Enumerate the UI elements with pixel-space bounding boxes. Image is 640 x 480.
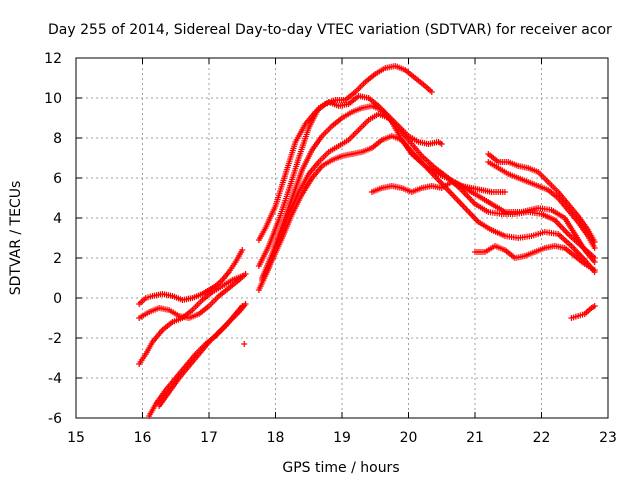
x-tick-label: 17 [200, 430, 218, 446]
y-tick-label: 4 [53, 211, 62, 227]
data-point [239, 247, 246, 253]
y-tick-label: -6 [48, 411, 62, 427]
x-tick-label: 20 [400, 430, 418, 446]
x-tick-label: 22 [533, 430, 551, 446]
series-track-1 [136, 247, 246, 307]
chart-title: Day 255 of 2014, Sidereal Day-to-day VTE… [48, 22, 612, 38]
series-track-15 [568, 303, 598, 321]
y-tick-label: -4 [48, 371, 62, 387]
y-axis-label: SDTVAR / TECUs [8, 181, 24, 296]
tick-marks [75, 57, 609, 419]
series-track-5 [156, 301, 249, 409]
x-tick-labels: 15 16 17 18 19 20 21 22 23 [67, 430, 617, 446]
series-track-9 [255, 111, 598, 293]
x-tick-label: 16 [134, 430, 152, 446]
data-point [428, 89, 435, 95]
y-tick-label: 10 [44, 91, 62, 107]
y-tick-label: 6 [53, 171, 62, 187]
series-track-7 [255, 93, 445, 269]
y-tick-label: 8 [53, 131, 62, 147]
x-tick-label: 19 [333, 430, 351, 446]
x-axis-label: GPS time / hours [282, 460, 399, 476]
data-point [591, 267, 598, 273]
series-track-2 [136, 271, 249, 321]
data-point [501, 189, 508, 195]
data-point [438, 141, 445, 147]
y-tick-labels: -6 -4 -2 0 2 4 6 8 10 12 [44, 51, 62, 427]
y-tick-label: -2 [48, 331, 62, 347]
series-track-11 [368, 179, 508, 195]
series-track-3 [136, 273, 246, 367]
data-point [591, 245, 598, 251]
series-track-14 [485, 159, 598, 251]
data-point [591, 255, 598, 261]
series-outlier-1 [241, 341, 248, 347]
y-tick-label: 2 [53, 251, 62, 267]
x-tick-label: 21 [466, 430, 484, 446]
y-tick-label: 0 [53, 291, 62, 307]
data-points [136, 63, 598, 419]
data-point [242, 271, 249, 277]
data-point [591, 303, 598, 309]
grid-layer [76, 58, 608, 418]
y-tick-label: 12 [44, 51, 62, 67]
data-point [239, 273, 246, 279]
data-point [242, 301, 249, 307]
x-tick-label: 15 [67, 430, 85, 446]
x-tick-label: 18 [267, 430, 285, 446]
series-track-12 [472, 243, 598, 273]
data-point [241, 341, 248, 347]
x-tick-label: 23 [599, 430, 617, 446]
